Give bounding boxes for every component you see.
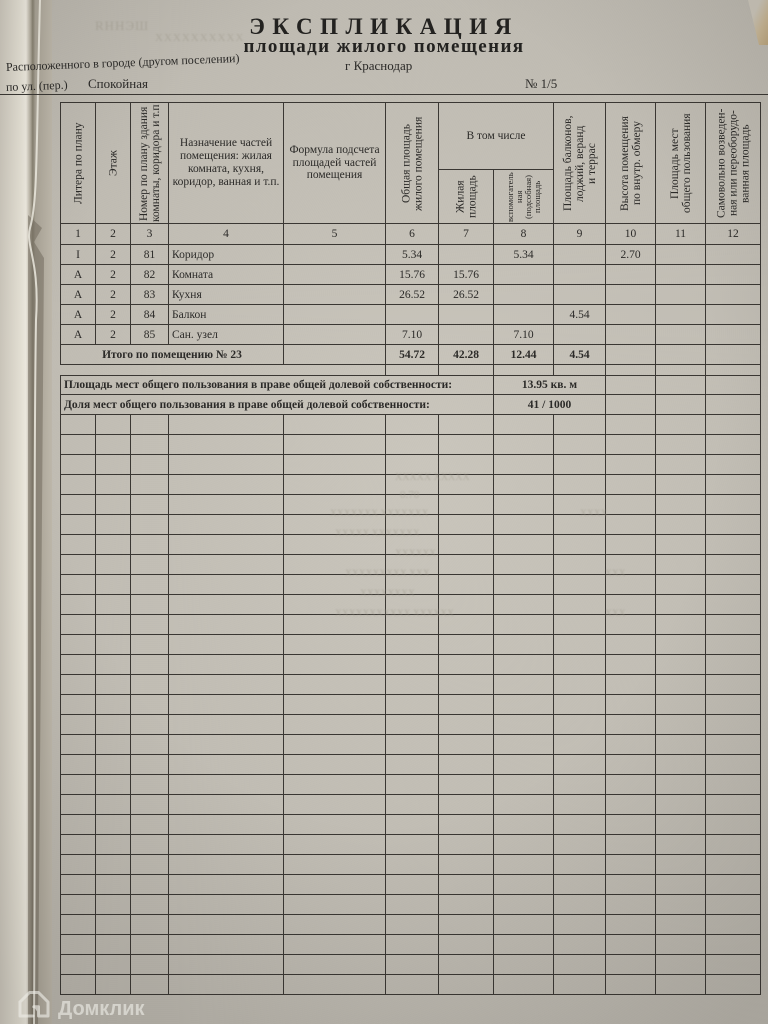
svg-text:Домклик: Домклик — [58, 998, 145, 1020]
